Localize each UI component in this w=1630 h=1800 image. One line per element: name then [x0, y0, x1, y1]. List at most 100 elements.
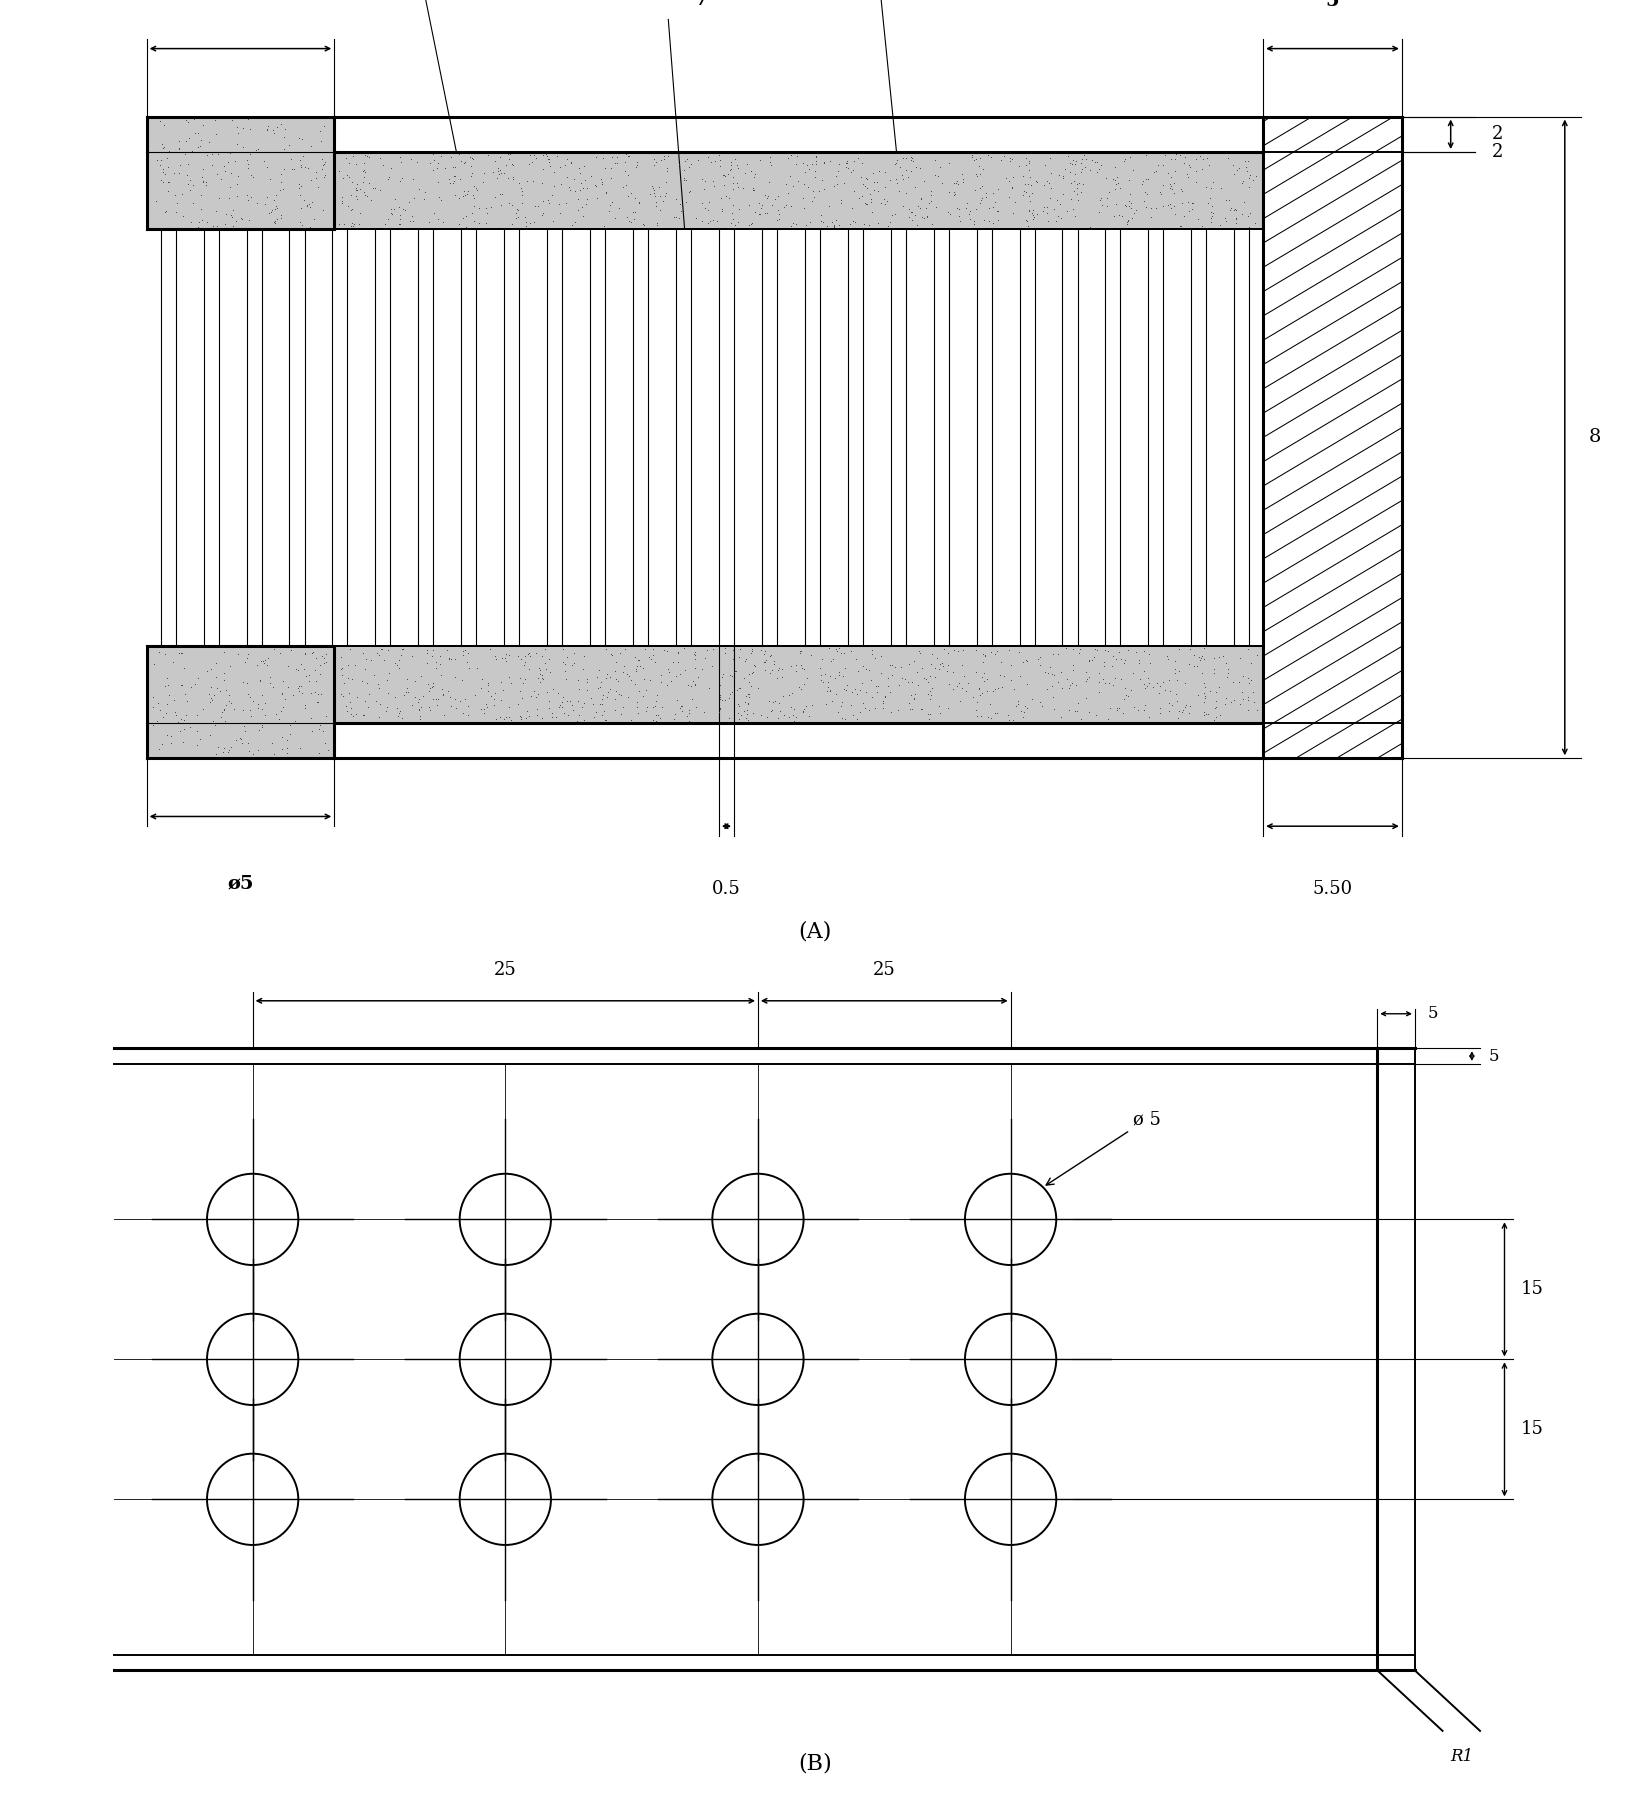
Point: [825, 634, 851, 662]
Point: [337, 212, 363, 241]
Point: [1020, 203, 1046, 232]
Point: [421, 155, 447, 184]
Point: [727, 691, 753, 720]
Point: [447, 140, 473, 169]
Text: ø5: ø5: [227, 875, 254, 893]
Point: [1087, 184, 1113, 212]
Point: [354, 142, 380, 171]
Point: [289, 211, 315, 239]
Point: [1192, 644, 1218, 673]
Point: [747, 200, 773, 229]
Point: [897, 695, 923, 724]
Point: [962, 211, 988, 239]
Point: [918, 180, 944, 209]
Point: [235, 639, 261, 668]
Point: [1201, 653, 1227, 682]
Point: [544, 142, 570, 171]
Point: [978, 704, 1004, 733]
Point: [967, 144, 993, 173]
Point: [615, 142, 641, 171]
Point: [455, 700, 481, 729]
Point: [403, 682, 429, 711]
Point: [823, 169, 849, 198]
Point: [826, 211, 852, 239]
Point: [1073, 153, 1099, 182]
Point: [482, 704, 509, 733]
Point: [838, 637, 864, 666]
Point: [337, 688, 363, 716]
Point: [914, 203, 941, 232]
Point: [530, 140, 556, 169]
Point: [725, 698, 751, 727]
Point: [491, 675, 517, 704]
Point: [1060, 668, 1086, 697]
Point: [429, 185, 455, 214]
Point: [601, 203, 628, 232]
Point: [1105, 169, 1131, 198]
Point: [1139, 673, 1165, 702]
Point: [166, 135, 192, 164]
Point: [143, 146, 170, 175]
Point: [686, 662, 712, 691]
Point: [150, 702, 176, 731]
Point: [1218, 196, 1244, 225]
Point: [1229, 677, 1255, 706]
Point: [967, 680, 993, 709]
Point: [491, 158, 517, 187]
Point: [771, 193, 797, 221]
Point: [1178, 189, 1205, 218]
Point: [1007, 662, 1033, 691]
Point: [944, 169, 970, 198]
Point: [864, 677, 890, 706]
Point: [305, 679, 331, 707]
Point: [341, 142, 367, 171]
Point: [267, 110, 293, 139]
Point: [1213, 207, 1239, 236]
Point: [683, 203, 709, 232]
Point: [313, 702, 339, 731]
Point: [804, 148, 830, 176]
Point: [751, 655, 778, 684]
Text: (A): (A): [799, 922, 831, 943]
Point: [466, 193, 492, 221]
Point: [1209, 643, 1236, 671]
Point: [574, 184, 600, 212]
Point: [311, 149, 337, 178]
Point: [303, 158, 329, 187]
Point: [240, 740, 266, 769]
Point: [574, 664, 600, 693]
Point: [1061, 697, 1087, 725]
Point: [941, 675, 967, 704]
Point: [1086, 198, 1112, 227]
Point: [187, 180, 214, 209]
Point: [425, 167, 452, 196]
Point: [624, 688, 650, 716]
Point: [515, 149, 541, 178]
Point: [732, 688, 758, 716]
Bar: [334, 646, 1263, 724]
Point: [975, 140, 1001, 169]
Point: [822, 211, 848, 239]
Point: [564, 706, 590, 734]
Point: [1236, 682, 1262, 711]
Point: [460, 180, 486, 209]
Point: [691, 194, 717, 223]
Point: [616, 207, 642, 236]
Point: [336, 664, 362, 693]
Point: [570, 643, 597, 671]
Point: [337, 693, 363, 722]
Point: [1201, 644, 1227, 673]
Point: [1180, 641, 1206, 670]
Point: [799, 691, 825, 720]
Point: [505, 641, 531, 670]
Point: [1165, 657, 1192, 686]
Point: [606, 194, 632, 223]
Point: [227, 724, 253, 752]
Point: [861, 175, 887, 203]
Point: [1020, 194, 1046, 223]
Point: [968, 702, 994, 731]
Point: [613, 634, 639, 662]
Point: [852, 653, 879, 682]
Point: [629, 653, 655, 682]
Point: [593, 178, 619, 207]
